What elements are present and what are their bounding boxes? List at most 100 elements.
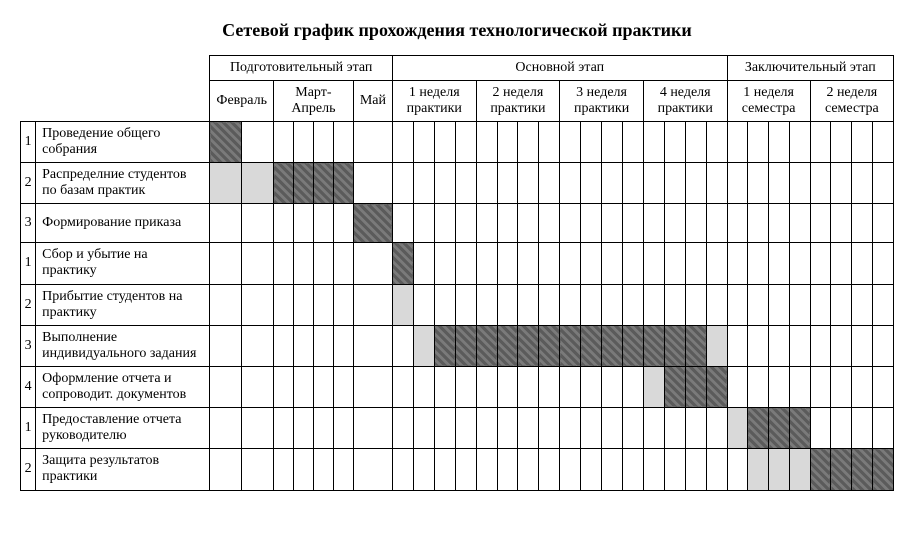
- gantt-cell: [274, 163, 294, 204]
- gantt-cell: [455, 163, 476, 204]
- gantt-cell: [560, 325, 581, 366]
- gantt-cell: [476, 366, 497, 407]
- gantt-cell: [852, 243, 873, 284]
- gantt-cell: [560, 122, 581, 163]
- gantt-cell: [560, 284, 581, 325]
- gantt-cell: [313, 243, 333, 284]
- gantt-cell: [210, 325, 242, 366]
- gantt-cell: [497, 204, 518, 243]
- gantt-cell: [706, 284, 727, 325]
- gantt-cell: [353, 325, 392, 366]
- gantt-cell: [706, 408, 727, 449]
- gantt-cell: [313, 408, 333, 449]
- task-number: 1: [21, 122, 36, 163]
- period-header: Май: [353, 81, 392, 122]
- gantt-cell: [392, 408, 413, 449]
- gantt-cell: [873, 408, 894, 449]
- gantt-cell: [455, 243, 476, 284]
- gantt-cell: [831, 408, 852, 449]
- gantt-cell: [622, 449, 643, 490]
- gantt-cell: [274, 366, 294, 407]
- gantt-cell: [210, 284, 242, 325]
- gantt-cell: [293, 408, 313, 449]
- gantt-cell: [353, 284, 392, 325]
- gantt-cell: [789, 449, 810, 490]
- gantt-cell: [293, 284, 313, 325]
- task-row: 1Предоставление отчета руководителю: [21, 408, 894, 449]
- gantt-cell: [518, 243, 539, 284]
- gantt-cell: [293, 204, 313, 243]
- gantt-cell: [293, 163, 313, 204]
- gantt-cell: [476, 408, 497, 449]
- gantt-cell: [560, 163, 581, 204]
- gantt-cell: [748, 408, 769, 449]
- gantt-cell: [313, 204, 333, 243]
- task-row: 2Защита результатов практики: [21, 449, 894, 490]
- task-label: Прибытие студентов на практику: [36, 284, 210, 325]
- gantt-cell: [539, 366, 560, 407]
- gantt-cell: [831, 449, 852, 490]
- gantt-cell: [602, 122, 623, 163]
- period-header: 4 неделя практики: [643, 81, 727, 122]
- gantt-cell: [293, 449, 313, 490]
- gantt-cell: [602, 449, 623, 490]
- gantt-cell: [748, 284, 769, 325]
- gantt-cell: [602, 243, 623, 284]
- task-label: Сбор и убытие на практику: [36, 243, 210, 284]
- gantt-cell: [392, 122, 413, 163]
- gantt-cell: [242, 366, 274, 407]
- gantt-cell: [748, 163, 769, 204]
- gantt-cell: [664, 122, 685, 163]
- gantt-cell: [455, 204, 476, 243]
- gantt-cell: [560, 204, 581, 243]
- gantt-cell: [685, 122, 706, 163]
- gantt-cell: [852, 204, 873, 243]
- gantt-cell: [831, 204, 852, 243]
- gantt-cell: [706, 243, 727, 284]
- gantt-cell: [539, 449, 560, 490]
- gantt-cell: [789, 325, 810, 366]
- gantt-cell: [748, 122, 769, 163]
- gantt-cell: [210, 243, 242, 284]
- gantt-cell: [789, 284, 810, 325]
- gantt-cell: [622, 325, 643, 366]
- gantt-cell: [873, 325, 894, 366]
- gantt-cell: [748, 204, 769, 243]
- gantt-cell: [353, 449, 392, 490]
- gantt-cell: [353, 204, 392, 243]
- task-row: 1Проведение общего собрания: [21, 122, 894, 163]
- gantt-cell: [810, 243, 831, 284]
- period-header: Февраль: [210, 81, 274, 122]
- gantt-cell: [685, 366, 706, 407]
- gantt-cell: [413, 243, 434, 284]
- gantt-cell: [706, 366, 727, 407]
- gantt-cell: [333, 284, 353, 325]
- gantt-cell: [413, 325, 434, 366]
- gantt-cell: [581, 408, 602, 449]
- gantt-cell: [313, 366, 333, 407]
- gantt-cell: [497, 325, 518, 366]
- gantt-cell: [852, 449, 873, 490]
- gantt-cell: [706, 204, 727, 243]
- gantt-cell: [789, 163, 810, 204]
- gantt-cell: [539, 204, 560, 243]
- gantt-cell: [769, 408, 790, 449]
- gantt-cell: [353, 163, 392, 204]
- gantt-cell: [539, 163, 560, 204]
- gantt-cell: [873, 366, 894, 407]
- gantt-cell: [539, 243, 560, 284]
- gantt-cell: [769, 325, 790, 366]
- task-label: Распределние студентов по базам практик: [36, 163, 210, 204]
- gantt-cell: [769, 122, 790, 163]
- gantt-cell: [581, 163, 602, 204]
- gantt-cell: [769, 204, 790, 243]
- gantt-cell: [831, 366, 852, 407]
- gantt-cell: [539, 284, 560, 325]
- gantt-cell: [392, 243, 413, 284]
- gantt-cell: [353, 122, 392, 163]
- stage-header: Подготовительный этап: [210, 56, 393, 81]
- gantt-cell: [413, 284, 434, 325]
- gantt-cell: [769, 366, 790, 407]
- gantt-cell: [622, 163, 643, 204]
- gantt-cell: [455, 122, 476, 163]
